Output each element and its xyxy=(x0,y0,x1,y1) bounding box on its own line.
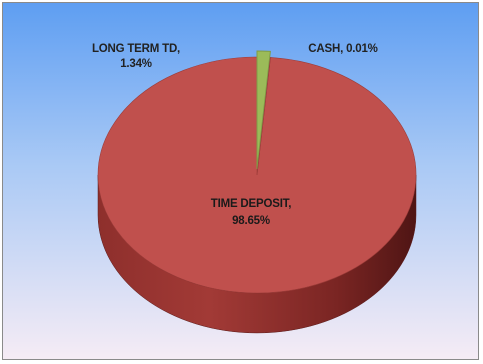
label-cash: CASH, 0.01% xyxy=(308,43,377,55)
label-time-deposit-value: 98.65% xyxy=(232,215,270,227)
label-time-deposit-name: TIME DEPOSIT, xyxy=(211,198,291,210)
slice-long-term-td xyxy=(256,50,271,170)
label-long-term-td-value: 1.34% xyxy=(120,58,152,70)
pie-chart: LONG TERM TD, 1.34% CASH, 0.01% TIME DEP… xyxy=(3,3,478,359)
chart-area: LONG TERM TD, 1.34% CASH, 0.01% TIME DEP… xyxy=(2,2,479,360)
slice-cash xyxy=(256,57,271,176)
label-long-term-td-name: LONG TERM TD, xyxy=(92,43,180,55)
